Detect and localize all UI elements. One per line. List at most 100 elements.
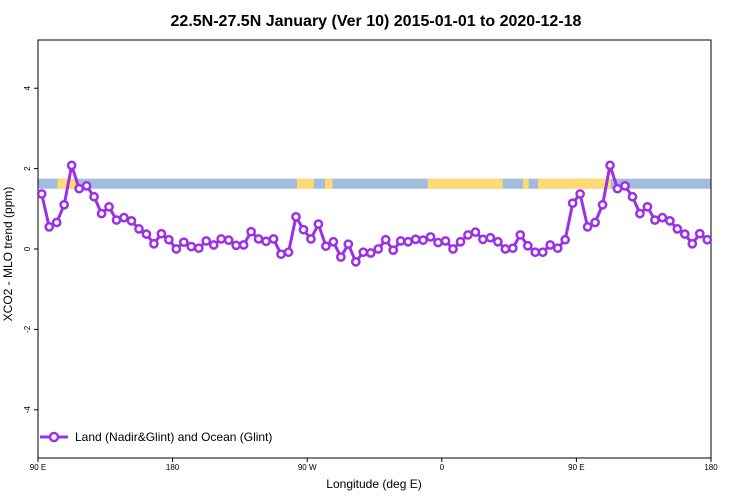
- data-point: [328, 236, 339, 247]
- data-point: [104, 201, 114, 212]
- data-point: [373, 244, 384, 254]
- land-segment: [523, 178, 529, 189]
- data-point: [612, 183, 623, 194]
- data-point: [627, 191, 638, 202]
- data-point: [560, 234, 571, 245]
- data-point: [208, 240, 219, 250]
- data-point: [193, 243, 204, 254]
- data-point: [597, 199, 608, 210]
- land-segment: [538, 178, 611, 189]
- data-point: [702, 234, 713, 245]
- data-point: [350, 257, 361, 267]
- data-point: [635, 208, 645, 219]
- data-point: [164, 234, 174, 245]
- data-point: [665, 216, 675, 226]
- axes: 90 E 180 90 W 0 90 E 180 -4 -2 0 2 4: [23, 39, 718, 472]
- data-point: [657, 212, 668, 223]
- data-point: [679, 229, 690, 239]
- x-tick-label: 90 W: [298, 463, 317, 472]
- data-point: [605, 160, 615, 171]
- data-point: [66, 160, 77, 171]
- data-point: [246, 226, 256, 237]
- data-point: [126, 216, 137, 226]
- data-point: [306, 234, 316, 244]
- data-point: [410, 234, 421, 245]
- data-point: [478, 234, 488, 245]
- data-point: [418, 235, 428, 246]
- data-point: [186, 241, 197, 252]
- data-point: [440, 236, 451, 246]
- legend-marker-swatch: [48, 431, 60, 443]
- x-tick-label: 180: [166, 463, 180, 472]
- legend-label: Land (Nadir&Glint) and Ocean (Glint): [75, 430, 272, 444]
- data-point: [530, 247, 541, 258]
- ocean-band: [38, 178, 711, 189]
- x-axis-label: Longitude (deg E): [326, 477, 421, 491]
- data-point: [44, 222, 55, 232]
- data-point: [567, 198, 578, 209]
- data-point: [89, 191, 99, 202]
- data-point: [313, 219, 324, 229]
- y-tick-label: 2: [23, 166, 32, 171]
- data-point: [395, 236, 406, 246]
- data-point: [470, 227, 481, 237]
- data-point: [336, 252, 346, 262]
- data-point: [425, 232, 436, 242]
- data-point: [36, 189, 47, 199]
- data-point: [642, 201, 653, 212]
- data-point: [500, 244, 511, 254]
- data-point: [253, 234, 264, 244]
- data-point: [388, 245, 399, 256]
- data-point: [650, 215, 660, 225]
- data-point: [291, 211, 301, 222]
- data-point: [156, 228, 167, 239]
- x-tick-label: 0: [440, 463, 445, 472]
- data-point: [134, 224, 144, 234]
- data-point: [672, 224, 683, 234]
- data-point: [537, 247, 548, 258]
- data-point: [96, 208, 107, 219]
- data-point: [620, 181, 630, 191]
- data-point: [358, 247, 369, 258]
- x-tick-label: 90 E: [568, 463, 584, 472]
- series-layer: [36, 160, 713, 267]
- data-point: [522, 240, 533, 251]
- data-point: [59, 199, 70, 210]
- land-segment: [427, 178, 503, 189]
- data-point: [448, 244, 458, 254]
- data-point: [216, 234, 227, 244]
- data-point: [298, 224, 309, 235]
- data-point: [582, 222, 593, 232]
- legend: Land (Nadir&Glint) and Ocean (Glint): [40, 430, 272, 444]
- land-segment: [296, 178, 314, 189]
- data-point: [261, 236, 271, 247]
- data-point: [694, 228, 705, 239]
- y-axis-label: XCO2 - MLO trend (ppm): [1, 187, 15, 322]
- data-point: [321, 241, 331, 252]
- data-point: [276, 249, 286, 260]
- data-point: [590, 217, 600, 228]
- data-point: [149, 238, 159, 249]
- data-point: [238, 240, 249, 250]
- land-ocean-band: [38, 178, 711, 189]
- data-point: [545, 240, 556, 250]
- y-tick-label: -2: [23, 325, 32, 333]
- data-point: [463, 230, 473, 240]
- y-tick-label: 0: [23, 246, 32, 251]
- data-point: [365, 248, 376, 258]
- data-point: [119, 212, 129, 223]
- chart-title: 22.5N-27.5N January (Ver 10) 2015-01-01 …: [171, 13, 582, 30]
- data-point: [51, 217, 62, 228]
- y-tick-label: 4: [23, 85, 32, 90]
- data-point: [231, 240, 242, 251]
- data-point: [81, 181, 92, 191]
- data-point: [575, 189, 585, 199]
- data-point: [433, 237, 443, 248]
- x-tick-label: 180: [704, 463, 718, 472]
- data-point: [515, 230, 526, 240]
- data-point: [171, 244, 182, 254]
- data-point: [201, 236, 212, 246]
- data-point: [552, 243, 563, 254]
- data-point: [178, 237, 189, 248]
